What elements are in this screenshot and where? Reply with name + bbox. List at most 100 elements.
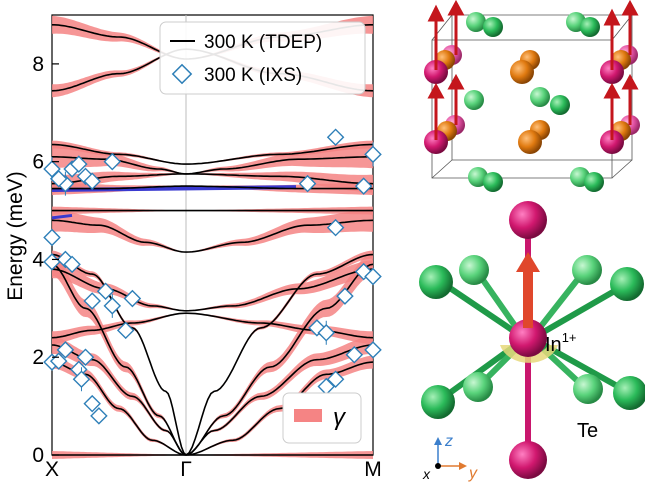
tdep-branch [52, 143, 186, 165]
te-atom [580, 17, 600, 37]
te-atom [550, 95, 570, 115]
ixs-point [70, 155, 88, 173]
ixs-marker [90, 407, 108, 425]
ixs-point [90, 407, 108, 425]
ixs-marker [76, 348, 95, 366]
ixs-marker [43, 228, 61, 247]
ixs-point [76, 348, 95, 366]
ixs-point [354, 177, 373, 195]
ixs-point [298, 174, 317, 193]
ixs-point [326, 218, 345, 237]
ixs-point [96, 282, 115, 300]
ixs-marker [72, 370, 91, 388]
ixs-point [364, 267, 382, 286]
ixs-marker [70, 155, 88, 173]
y-tick-label: 6 [32, 151, 44, 174]
blue-branch [51, 213, 73, 220]
tdep-branch [186, 173, 374, 185]
ixs-point [317, 320, 336, 345]
tdep-branch [52, 185, 186, 190]
ixs-marker [43, 253, 61, 271]
ixs-point [326, 128, 345, 146]
te-label: Te [577, 420, 598, 442]
legend-ixs-label: 300 K (IXS) [204, 65, 302, 86]
gamma-band [186, 260, 373, 311]
tdep-branch [185, 219, 374, 253]
axis-z-label: z [444, 433, 453, 450]
gamma-band [186, 171, 373, 193]
dispersion-plot: 0 2 4 6 8 X Γ M Energy (meV) 300 K (TDEP) 300 … [4, 14, 382, 481]
ixs-point [63, 255, 81, 274]
x-tick-label: Γ [180, 458, 192, 481]
te-atoms [464, 12, 604, 192]
ixs-point [56, 341, 75, 359]
te-atom [421, 385, 455, 419]
ixs-point [326, 370, 345, 388]
ixs-point [345, 346, 364, 364]
crystal-structure [424, 0, 640, 192]
in-atom-center [509, 319, 547, 357]
ixs-point [103, 293, 122, 318]
lone-pair-cloud [500, 345, 558, 363]
ixs-point [83, 172, 101, 190]
ixs-marker [103, 152, 122, 171]
displacement-arrows [427, 0, 639, 140]
te-atom [483, 172, 503, 192]
legend-tdep-label: 300 K (TDEP) [204, 32, 322, 53]
gamma-band [52, 208, 186, 253]
in-atom-bottom [509, 441, 547, 479]
ixs-marker [103, 297, 122, 315]
y-tick-label: 2 [32, 346, 44, 369]
tdep-branch [185, 361, 374, 456]
gamma-band [186, 252, 373, 455]
gamma-band [186, 355, 373, 455]
te-atom [463, 372, 493, 402]
te-atom [584, 172, 604, 192]
ixs-point [336, 287, 354, 305]
gamma-band [186, 313, 373, 345]
tdep-branch [185, 344, 374, 456]
tdep-branch [51, 263, 187, 456]
te-atom [530, 87, 550, 107]
ixs-marker [345, 346, 364, 364]
in-label: In1+ [545, 330, 577, 356]
in-atom-top [509, 201, 547, 239]
ixs-marker [354, 177, 373, 195]
in-atom [510, 60, 534, 84]
ixs-marker [83, 292, 101, 310]
ixs-point [83, 394, 101, 413]
tdep-branch [185, 268, 374, 312]
ixs-marker [96, 282, 115, 300]
y-tick-label: 4 [32, 248, 44, 271]
gamma-legend-label: γ [333, 404, 347, 431]
te-atom [573, 374, 603, 404]
te-atom [572, 255, 602, 285]
ixs-point [123, 289, 142, 308]
in-coordination: In1+ Te z y x [419, 201, 645, 482]
gamma-legend-swatch [294, 409, 322, 422]
ixs-point [83, 292, 101, 310]
gamma-band [52, 313, 186, 345]
x-tick-label: M [364, 458, 382, 481]
axes-triad: z y x [422, 433, 478, 482]
axis-y-label: y [468, 465, 478, 482]
ixs-marker [63, 255, 81, 274]
ixs-point [43, 228, 61, 247]
te-atom [459, 255, 489, 285]
ixs-marker [317, 377, 336, 396]
te-atom [483, 17, 503, 37]
legend-ixs-marker [171, 63, 193, 85]
legend-box [159, 21, 366, 95]
ixs-point [72, 367, 91, 392]
ixs-marker [336, 287, 354, 305]
tdep-branch [185, 156, 373, 175]
in-atom [600, 60, 624, 84]
ixs-point [364, 341, 382, 359]
in-atom [424, 130, 448, 154]
ixs-point [103, 152, 122, 171]
ixs-marker [298, 174, 317, 193]
gamma-band [52, 140, 186, 165]
tdep-branch [185, 253, 374, 456]
gamma-band [186, 140, 373, 165]
